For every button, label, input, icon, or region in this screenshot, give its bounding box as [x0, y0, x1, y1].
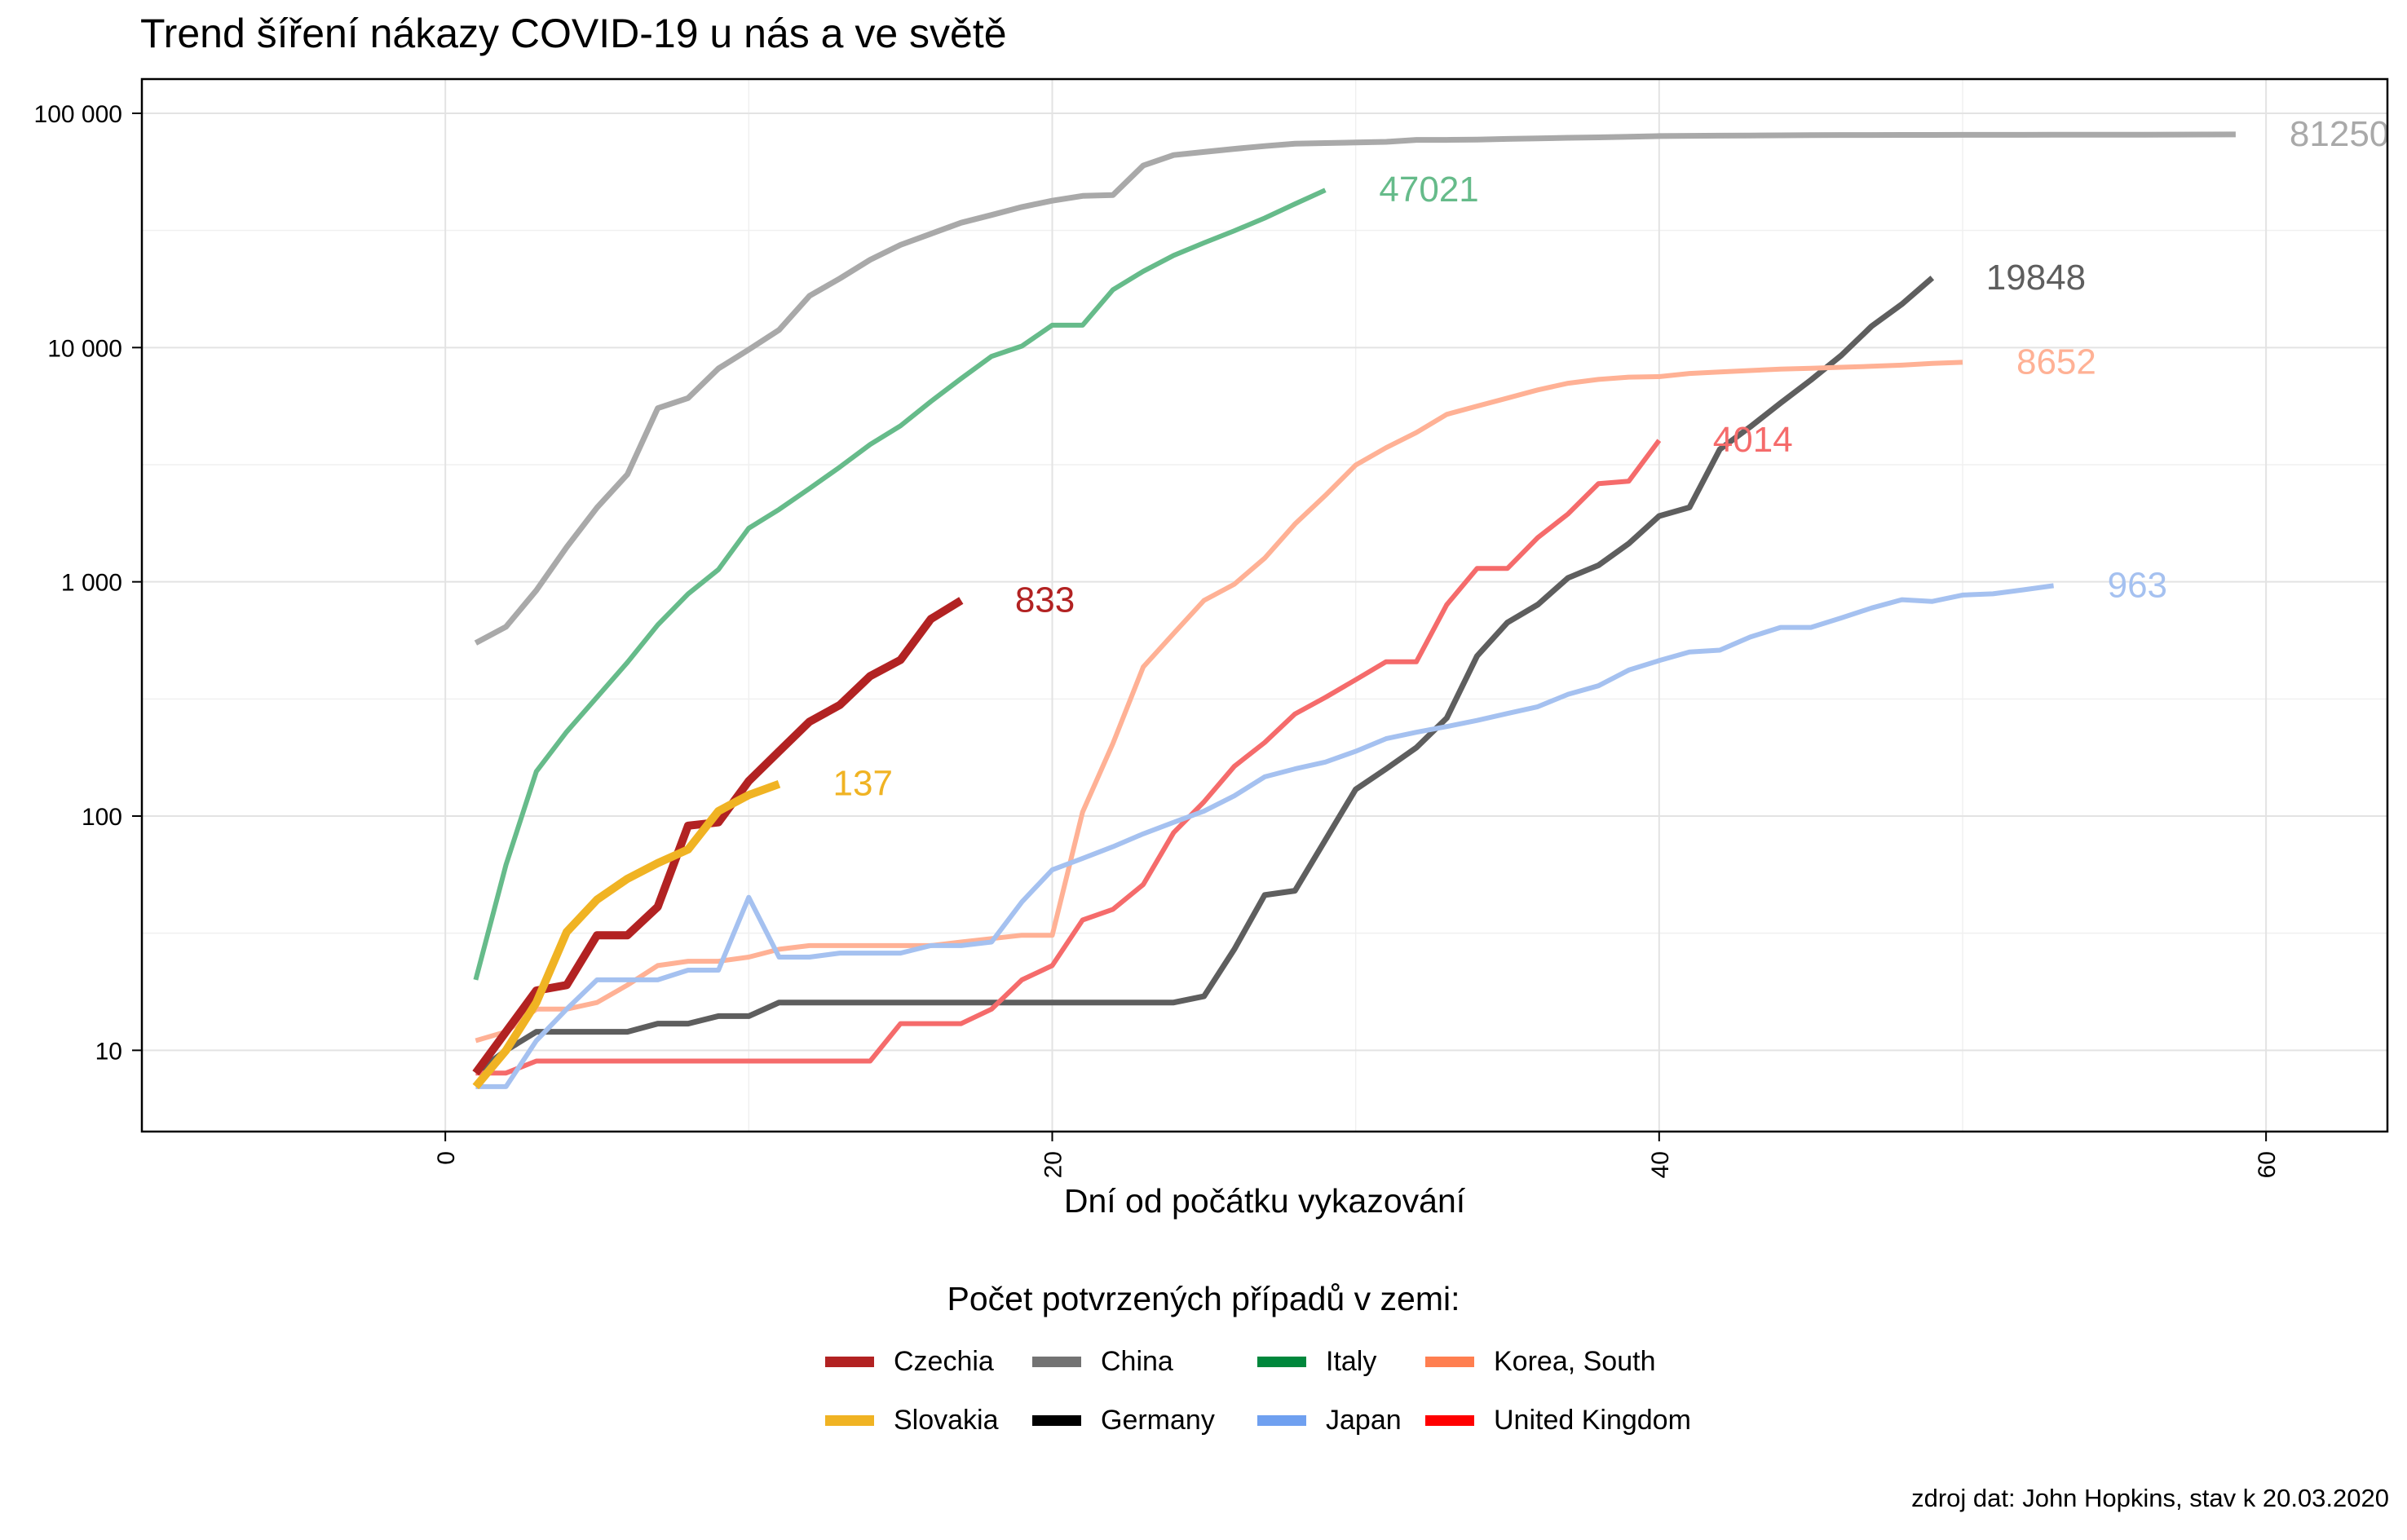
legend-item-italy: Italy — [1257, 1345, 1376, 1378]
end-label-germany: 19848 — [1986, 258, 2086, 298]
legend-label-italy: Italy — [1326, 1345, 1377, 1377]
legend-item-slovakia: Slovakia — [825, 1404, 999, 1436]
legend-key-china — [1032, 1356, 1081, 1367]
end-label-china: 81250 — [2290, 114, 2389, 154]
series-line-china — [474, 131, 2236, 646]
plot-panel-border — [140, 77, 2389, 1133]
y-tick-label: 1 000 — [61, 570, 122, 597]
end-label-united-kingdom: 4014 — [1713, 420, 1793, 460]
end-label-japan: 963 — [2108, 565, 2167, 605]
series-line-italy — [473, 188, 1327, 981]
legend-item-united-kingdom: United Kingdom — [1425, 1404, 1691, 1436]
legend-key-slovakia — [825, 1414, 874, 1426]
end-label-czechia: 833 — [1015, 580, 1075, 620]
legend-key-italy — [1257, 1356, 1306, 1367]
series-line-united-kingdom — [475, 439, 1662, 1076]
grid — [141, 79, 2387, 1132]
y-tick-label: 10 000 — [47, 335, 122, 362]
series-line-germany — [474, 276, 1935, 1076]
legend-item-japan: Japan — [1257, 1404, 1402, 1436]
axes: 10 100 1 000 10 000 100 000 0 20 40 60 — [34, 101, 2281, 1178]
legend-key-korea-south — [1425, 1356, 1474, 1367]
x-axis-label: Dní od počátku vykazování — [1063, 1182, 1466, 1220]
legend-label-germany: Germany — [1101, 1404, 1215, 1436]
legend-key-japan — [1257, 1414, 1306, 1426]
legend-label-slovakia: Slovakia — [894, 1404, 999, 1436]
chart-title: Trend šíření nákazy COVID-19 u nás a ve … — [140, 11, 1007, 56]
y-tick-label: 10 — [95, 1038, 122, 1065]
legend-title: Počet potvrzených případů v zemi: — [947, 1280, 1460, 1317]
legend-key-germany — [1032, 1414, 1081, 1426]
legend-label-japan: Japan — [1326, 1404, 1402, 1436]
y-tick-label: 100 000 — [34, 101, 122, 128]
end-labels: 81250 47021 19848 8652 4014 963 833 137 — [833, 114, 2390, 804]
legend-key-united-kingdom — [1425, 1414, 1474, 1426]
legend-label-czechia: Czechia — [894, 1345, 994, 1377]
legend-item-korea-south: Korea, South — [1425, 1345, 1655, 1378]
legend-key-czechia — [825, 1356, 874, 1367]
series-line-slovakia — [472, 779, 781, 1090]
series-line-korea-south — [475, 360, 1963, 1044]
x-tick-label: 40 — [1647, 1151, 1674, 1178]
x-tick-label: 0 — [433, 1151, 460, 1165]
end-label-korea-south: 8652 — [2016, 342, 2096, 382]
legend-item-czechia: Czechia — [825, 1345, 994, 1378]
end-label-italy: 47021 — [1379, 170, 1478, 210]
legend-label-korea-south: Korea, South — [1494, 1345, 1656, 1377]
y-tick-label: 100 — [82, 804, 122, 831]
x-tick-label: 60 — [2254, 1151, 2281, 1178]
series-line-japan — [475, 583, 2055, 1089]
source-caption: zdroj dat: John Hopkins, stav k 20.03.20… — [1911, 1484, 2389, 1512]
legend-label-united-kingdom: United Kingdom — [1494, 1404, 1691, 1436]
series-lines — [472, 131, 2236, 1090]
legend-label-china: China — [1101, 1345, 1173, 1377]
end-label-slovakia: 137 — [833, 764, 893, 804]
x-tick-label: 20 — [1040, 1151, 1067, 1178]
legend: Czechia Slovakia China Germany Italy Japan Kor… — [825, 1345, 1804, 1459]
series-line-czechia — [472, 597, 964, 1076]
legend-item-germany: Germany — [1032, 1404, 1215, 1436]
legend-item-china: China — [1032, 1345, 1173, 1378]
